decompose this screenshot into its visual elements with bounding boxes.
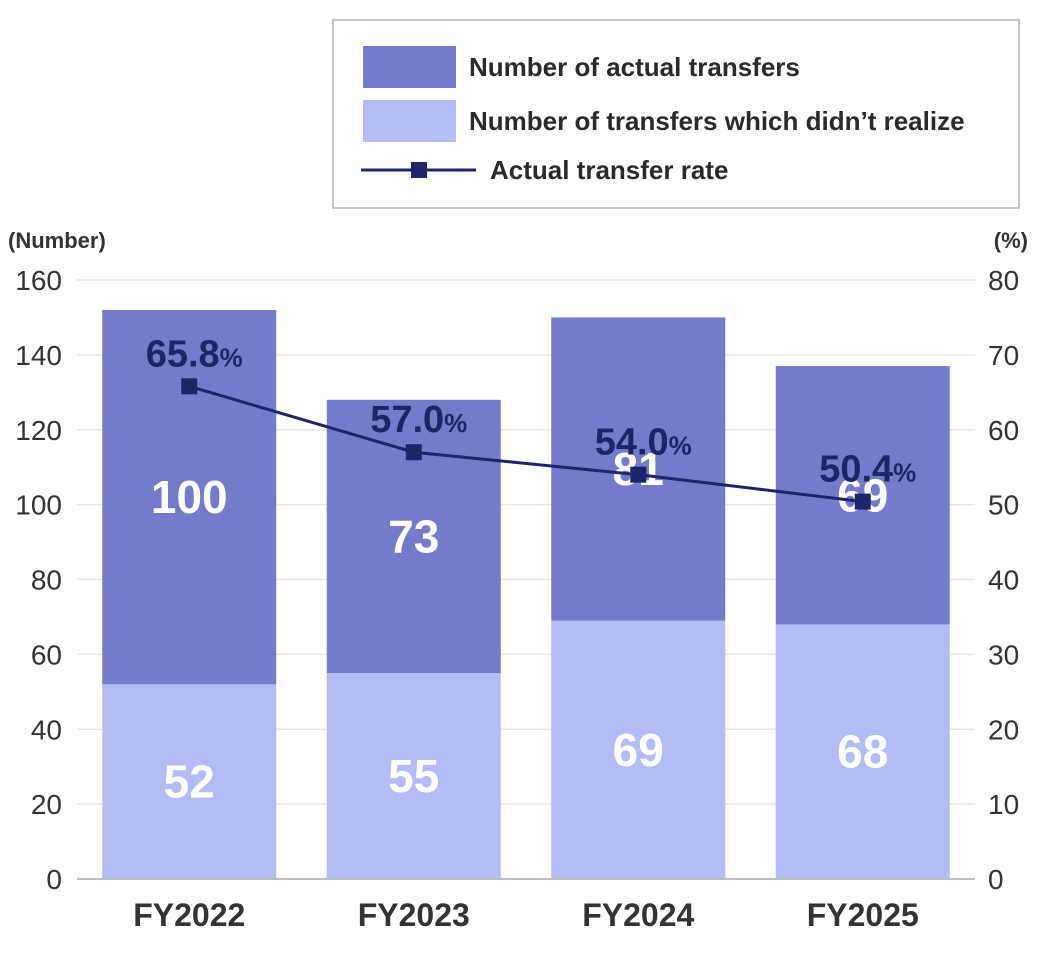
axes-group: 0 20 40 60 80 100 120 140 160 0 10 20 30 40 50 60 70 80 FY… [15, 265, 1019, 933]
left-tick-label: 60 [31, 639, 62, 670]
bar-value-label-not-realized: 55 [388, 750, 439, 802]
rate-marker [630, 466, 647, 483]
rate-value-percent: % [220, 342, 243, 372]
legend-swatch [363, 100, 456, 142]
bar-value-label-not-realized: 68 [837, 726, 888, 778]
rate-line [188, 384, 863, 504]
right-axis-unit-label: (%) [994, 228, 1028, 253]
category-label: FY2022 [133, 897, 245, 933]
rate-value-label: 57.0% [370, 399, 467, 441]
right-tick-label: 40 [988, 565, 1019, 596]
rate-value-number: 57.0 [370, 399, 444, 441]
legend-label: Number of transfers which didn’t realize [469, 106, 965, 136]
left-tick-label: 40 [31, 714, 62, 745]
bar-value-label-actual: 73 [388, 510, 439, 562]
left-tick-label: 80 [31, 565, 62, 596]
bar-segment-not-realized [551, 620, 726, 879]
left-tick-label: 100 [15, 490, 62, 521]
rate-value-number: 65.8 [146, 333, 220, 375]
left-tick-label: 20 [31, 789, 62, 820]
rate-value-label: 54.0% [595, 422, 692, 464]
category-label: FY2025 [807, 897, 919, 933]
rate-value-label: 65.8% [146, 333, 243, 375]
bar-segment-not-realized [326, 673, 501, 879]
rate-value-number: 54.0 [595, 422, 669, 464]
left-axis-unit-label: (Number) [8, 228, 106, 253]
left-tick-label: 140 [15, 340, 62, 371]
right-tick-label: 30 [988, 639, 1019, 670]
bar-value-label-not-realized: 69 [613, 724, 664, 776]
right-tick-label: 70 [988, 340, 1019, 371]
left-tick-label: 160 [15, 265, 62, 296]
right-tick-label: 20 [988, 714, 1019, 745]
rate-marker [854, 493, 871, 510]
right-tick-label: 0 [988, 864, 1004, 895]
legend-label: Actual transfer rate [490, 155, 728, 185]
right-tick-label: 10 [988, 789, 1019, 820]
rate-value-label: 50.4% [819, 449, 916, 491]
legend-swatch [363, 46, 456, 88]
rate-value-percent: % [444, 408, 467, 438]
rate-value-percent: % [669, 431, 692, 461]
category-label: FY2023 [358, 897, 470, 933]
bars-group: 52100557369816869 [102, 309, 950, 879]
bar-segment-actual [102, 309, 277, 685]
bar-value-label-actual: 100 [151, 471, 228, 523]
rate-marker [181, 378, 198, 395]
right-tick-label: 80 [988, 265, 1019, 296]
bar-segment-not-realized [102, 684, 277, 879]
rate-value-number: 50.4 [819, 449, 893, 491]
legend-marker-swatch [411, 162, 427, 178]
left-tick-label: 0 [46, 864, 62, 895]
rate-marker [405, 444, 422, 461]
legend-label: Number of actual transfers [469, 52, 800, 82]
legend: Number of actual transfers Number of tran… [332, 19, 1020, 209]
rate-value-percent: % [893, 458, 916, 488]
right-tick-label: 50 [988, 490, 1019, 521]
right-tick-label: 60 [988, 415, 1019, 446]
bar-value-label-not-realized: 52 [164, 756, 215, 808]
category-label: FY2024 [582, 897, 694, 933]
left-tick-label: 120 [15, 415, 62, 446]
rate-line-group: 65.8%57.0% 54.0%50.4% [146, 333, 916, 510]
bar-segment-not-realized [775, 624, 950, 879]
